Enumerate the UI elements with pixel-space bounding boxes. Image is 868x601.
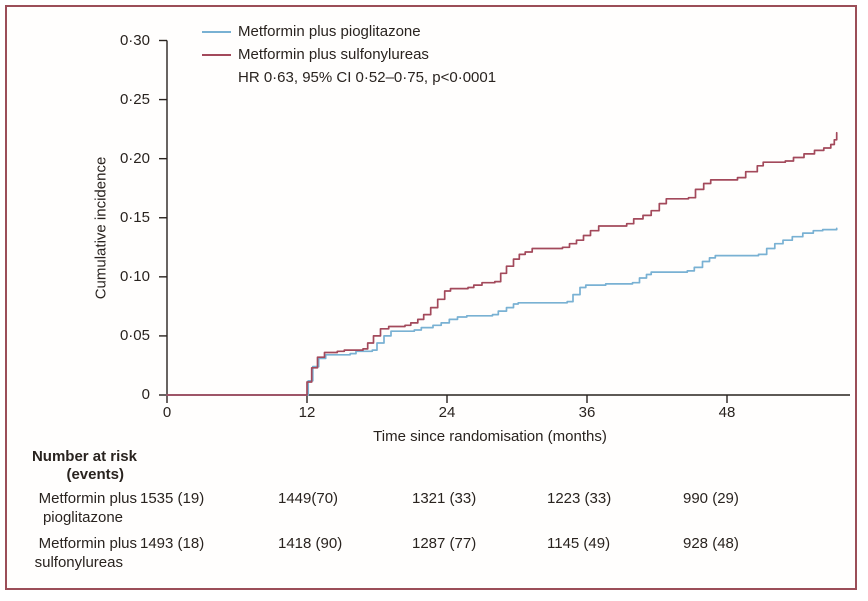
x-tick-label: 48 bbox=[718, 404, 736, 421]
x-tick-label: 36 bbox=[578, 404, 596, 421]
at-risk-value: 1493 (18) bbox=[140, 535, 205, 552]
at-risk-value: 990 (29) bbox=[683, 490, 739, 507]
x-tick-label: 12 bbox=[298, 404, 316, 421]
figure-frame bbox=[5, 5, 857, 590]
at-risk-value: 1287 (77) bbox=[412, 535, 477, 552]
number-at-risk-header: Number at risk (events) bbox=[31, 448, 137, 483]
legend: Metformin plus pioglitazone Metformin pl… bbox=[202, 20, 496, 89]
y-tick-label: 0 bbox=[141, 386, 150, 403]
at-risk-value: 928 (48) bbox=[683, 535, 739, 552]
y-tick-label: 0·30 bbox=[119, 31, 150, 49]
legend-label: Metformin plus pioglitazone bbox=[238, 23, 421, 40]
y-tick-label: 0·10 bbox=[119, 267, 150, 285]
x-axis-title: Time since randomisation (months) bbox=[373, 428, 607, 445]
y-tick-label: 0·05 bbox=[119, 326, 150, 344]
at-risk-value: 1321 (33) bbox=[412, 490, 477, 507]
y-tick-label: 0·20 bbox=[119, 149, 150, 167]
legend-line-swatch-blue bbox=[202, 30, 231, 33]
at-risk-value: 1418 (90) bbox=[278, 535, 343, 552]
y-tick-label: 0·25 bbox=[119, 90, 150, 108]
legend-line-swatch-red bbox=[202, 53, 231, 56]
legend-label: Metformin plus sulfonylureas bbox=[238, 46, 429, 63]
legend-entry-pioglitazone: Metformin plus pioglitazone bbox=[202, 20, 496, 43]
row-label-sulfonylureas: Metformin plus sulfonylureas bbox=[34, 535, 137, 571]
hazard-ratio-annotation: HR 0·63, 95% CI 0·52–0·75, p<0·0001 bbox=[238, 69, 497, 86]
at-risk-value: 1449(70) bbox=[278, 490, 339, 507]
row-label-pioglitazone: Metformin plus pioglitazone bbox=[38, 490, 137, 526]
at-risk-value: 1535 (19) bbox=[140, 490, 205, 507]
series-curve bbox=[166, 227, 838, 396]
at-risk-value: 1223 (33) bbox=[547, 490, 612, 507]
y-tick-label: 0·15 bbox=[119, 208, 150, 226]
x-tick-label: 0 bbox=[162, 404, 172, 421]
x-tick-label: 24 bbox=[438, 404, 456, 421]
series-curve bbox=[166, 131, 838, 396]
legend-entry-sulfonylureas: Metformin plus sulfonylureas bbox=[202, 43, 496, 66]
at-risk-value: 1145 (49) bbox=[547, 535, 611, 552]
